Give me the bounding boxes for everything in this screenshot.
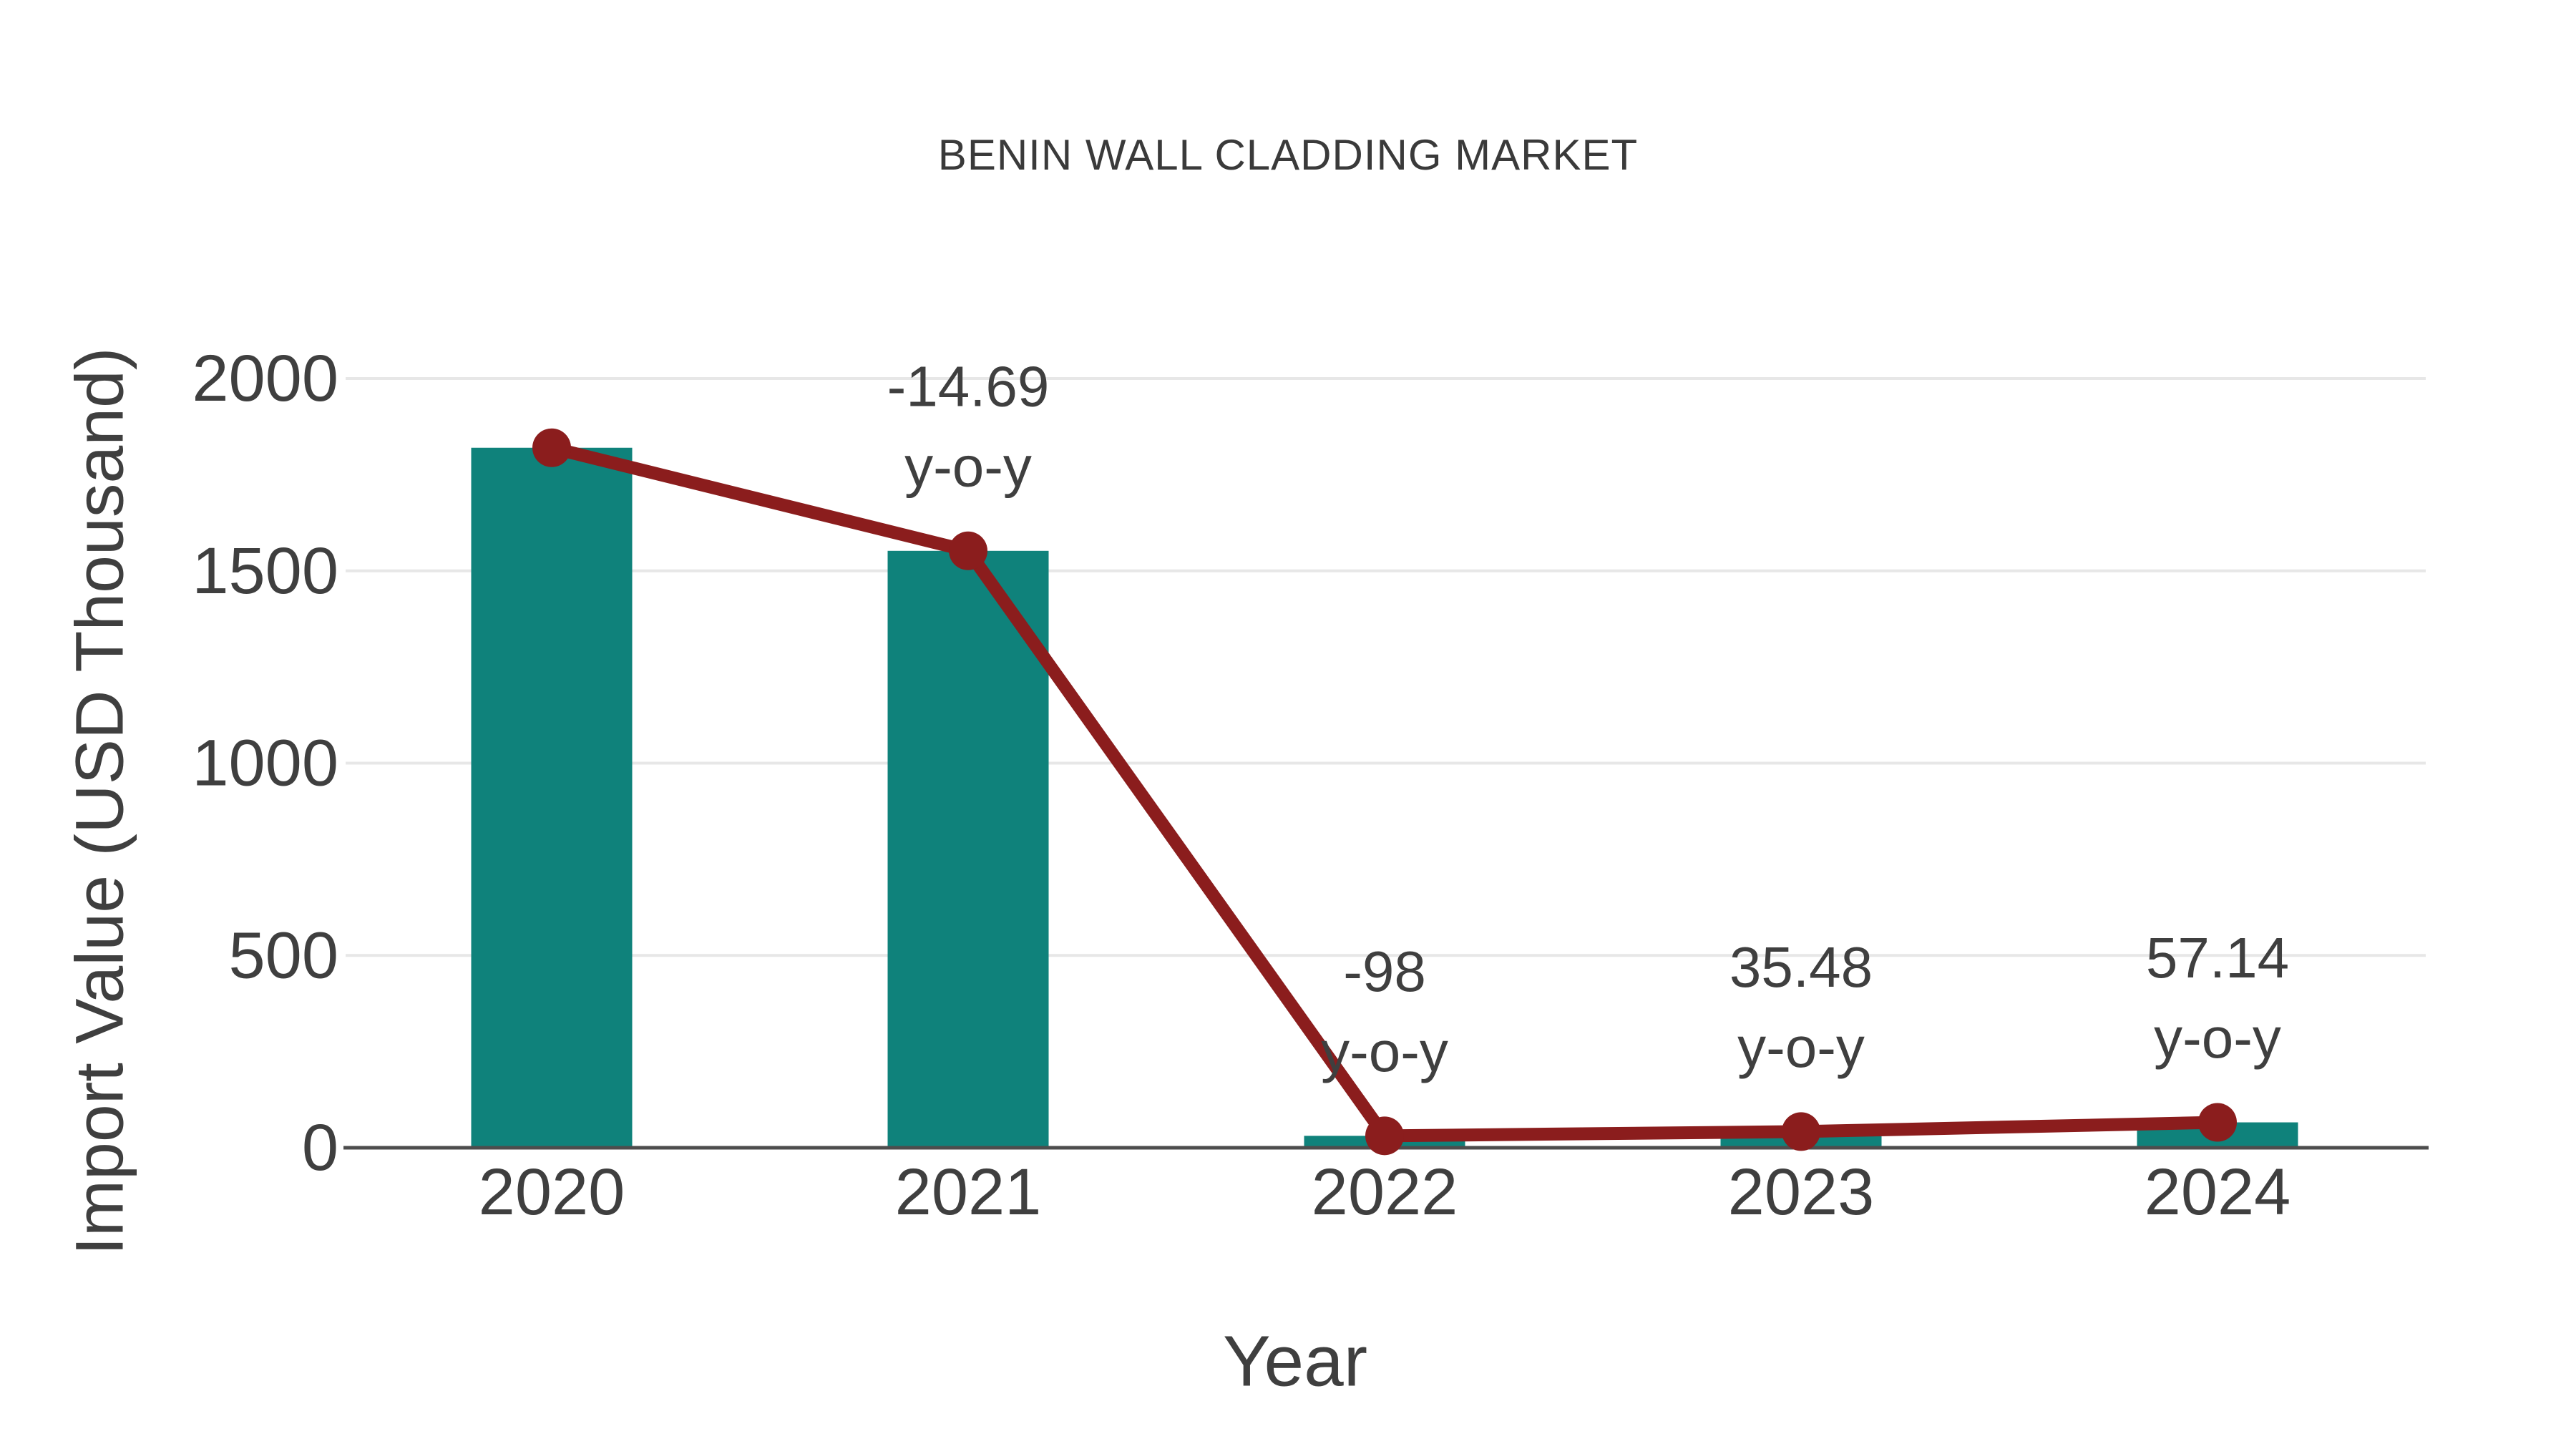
y-tick-label-0: 0 <box>302 1111 338 1184</box>
x-tick-label-2021: 2021 <box>895 1156 1042 1229</box>
x-tick-label-2023: 2023 <box>1728 1156 1875 1229</box>
marker-2020 <box>532 428 571 467</box>
annotation-2023-value: 35.48 <box>1729 935 1873 999</box>
x-tick-label-2022: 2022 <box>1312 1156 1458 1229</box>
annotation-2021-value: -14.69 <box>887 354 1050 418</box>
annotation-2022-suffix: y-o-y <box>1321 1020 1448 1083</box>
x-tick-label-2024: 2024 <box>2145 1156 2291 1229</box>
y-tick-label-1500: 1500 <box>192 535 338 608</box>
y-tick-label-2000: 2000 <box>192 342 338 415</box>
marker-2021 <box>949 531 987 570</box>
marker-2023 <box>1782 1112 1820 1151</box>
annotation-2024-value: 57.14 <box>2146 926 2289 990</box>
annotation-2021-suffix: y-o-y <box>904 434 1032 498</box>
annotation-2024-suffix: y-o-y <box>2154 1006 2281 1070</box>
marker-2022 <box>1365 1116 1404 1156</box>
y-tick-label-1000: 1000 <box>192 727 338 800</box>
chart-title: BENIN WALL CLADDING MARKET <box>937 131 1639 179</box>
y-tick-label-500: 500 <box>229 919 339 992</box>
x-tick-label-2020: 2020 <box>479 1156 625 1229</box>
annotation-2023-suffix: y-o-y <box>1737 1015 1865 1079</box>
annotation-2022-value: -98 <box>1343 940 1426 1003</box>
bar-2020 <box>471 447 633 1148</box>
bar-2021 <box>887 550 1049 1148</box>
marker-2024 <box>2198 1103 2237 1142</box>
x-axis-title: Year <box>1222 1321 1368 1402</box>
